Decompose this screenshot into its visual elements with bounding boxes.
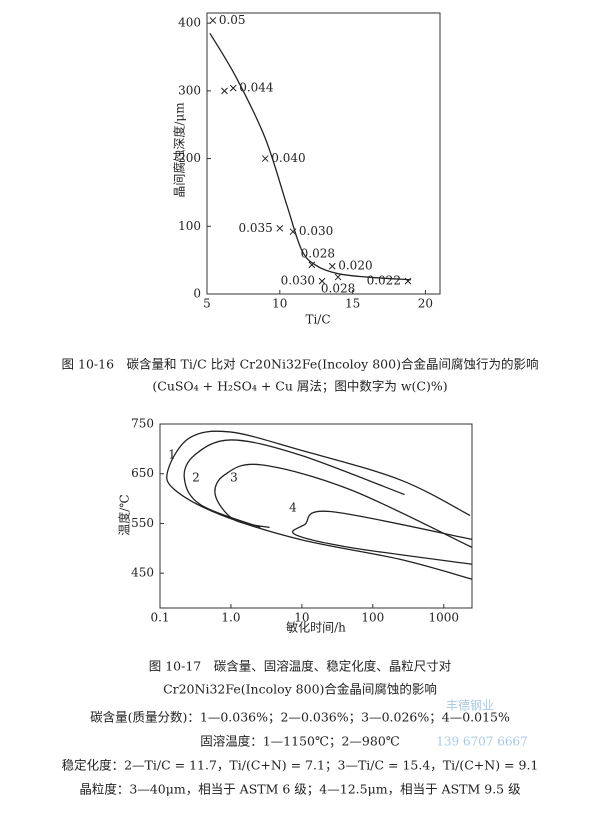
point-label: 0.044 <box>239 81 274 95</box>
caption: 晶粒度：3—40μm，相当于 ASTM 6 级；4—12.5μm，相当于 AST… <box>79 782 521 797</box>
watermark: 丰德钢业 <box>446 698 494 713</box>
caption: 图 10-16 碳含量和 Ti/C 比对 Cr20Ni32Fe(Incoloy … <box>62 357 539 372</box>
caption: Cr20Ni32Fe(Incoloy 800)合金晶间腐蚀的影响 <box>163 682 437 697</box>
curve <box>291 510 473 565</box>
curve-label: 3 <box>230 471 238 485</box>
y-axis-label: 温度/℃ <box>117 494 132 535</box>
point-marker <box>229 84 237 92</box>
point-marker <box>289 228 297 236</box>
x-tick-label: 5 <box>203 297 211 311</box>
curve <box>214 463 473 548</box>
curve <box>183 439 405 529</box>
x-tick-label: 100 <box>361 611 384 625</box>
point-marker <box>404 277 412 285</box>
curve-label: 4 <box>289 501 297 515</box>
y-tick-label: 550 <box>131 516 154 530</box>
y-tick-label: 200 <box>178 151 201 165</box>
point-marker <box>308 261 316 269</box>
curve-label: 1 <box>168 448 176 462</box>
point-label: 0.030 <box>299 224 333 238</box>
point-marker <box>318 277 326 285</box>
point-marker <box>261 155 269 162</box>
caption: (CuSO₄ + H₂SO₄ + Cu 屑法；图中数字为 w(C)%) <box>152 379 447 394</box>
point-label: 0.020 <box>338 259 372 273</box>
curve-label: 2 <box>192 471 200 485</box>
point-label: 0.05 <box>219 13 246 27</box>
plot-frame <box>159 423 473 609</box>
x-axis-label: Ti/C <box>305 313 330 327</box>
x-tick-label: 20 <box>418 297 433 311</box>
y-tick-label: 400 <box>178 16 201 30</box>
point-label: 0.028 <box>301 246 335 260</box>
y-tick-label: 100 <box>178 219 201 233</box>
y-axis-label: 晶间腐蚀深度/μm <box>172 102 187 198</box>
y-tick-label: 0 <box>193 287 201 301</box>
point-label: 0.028 <box>321 282 355 296</box>
x-tick-label: 0.1 <box>150 611 169 625</box>
y-tick-label: 750 <box>131 417 154 431</box>
y-tick-label: 300 <box>178 83 201 97</box>
curve <box>166 430 473 580</box>
y-tick-label: 650 <box>131 466 154 480</box>
x-tick-label: 1000 <box>428 611 459 625</box>
caption: 图 10-17 碳含量、固溶温度、稳定化度、晶粒尺寸对 <box>149 659 452 674</box>
y-tick-label: 450 <box>131 566 154 580</box>
x-tick-label: 1.0 <box>221 611 240 625</box>
x-tick-label: 15 <box>345 297 360 311</box>
watermark: 139 6707 6667 <box>436 735 528 749</box>
x-axis-label: 敏化时间/h <box>286 620 346 635</box>
point-marker <box>328 262 336 270</box>
point-label: 0.040 <box>271 151 305 165</box>
point-marker <box>221 87 228 95</box>
point-label: 0.035 <box>238 221 272 235</box>
caption: 固溶温度：1—1150℃；2—980℃ <box>200 734 400 749</box>
point-marker <box>276 224 284 232</box>
x-tick-label: 10 <box>294 611 309 625</box>
point-label: 0.030 <box>281 274 315 288</box>
caption: 碳含量(质量分数)：1—0.036%；2—0.036%；3—0.026%；4—0… <box>90 710 510 725</box>
point-marker <box>209 17 217 24</box>
fit-curve <box>209 32 411 281</box>
caption: 稳定化度：2—Ti/C = 11.7，Ti/(C+N) = 7.1；3—Ti/C… <box>62 758 539 773</box>
point-label: 0.022 <box>367 274 401 288</box>
plot-frame <box>206 12 441 295</box>
x-tick-label: 10 <box>272 297 287 311</box>
point-marker <box>334 273 342 281</box>
